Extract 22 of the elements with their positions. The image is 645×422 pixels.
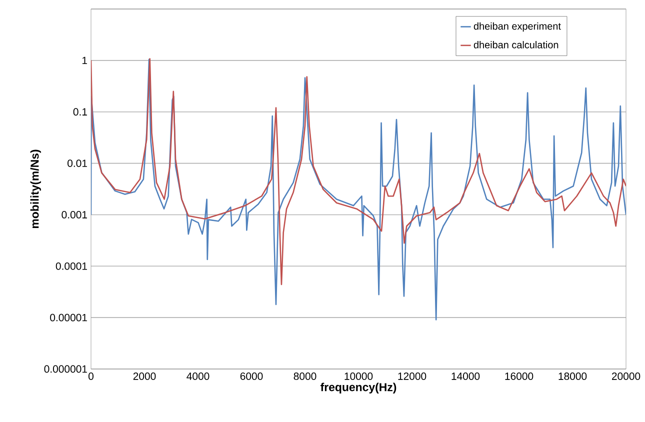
y-tick-label: 0.01 — [68, 160, 87, 167]
y-tick-label: 0.1 — [73, 108, 87, 116]
x-tick-label: 6000 — [240, 372, 263, 380]
x-tick-label: 18000 — [558, 372, 587, 380]
legend-label: dheiban experiment — [474, 22, 561, 32]
x-tick-label: 20000 — [612, 372, 640, 380]
x-tick-label: 10000 — [344, 372, 373, 380]
x-tick-label: 2000 — [133, 372, 156, 380]
legend-label: dheiban calculation — [474, 41, 558, 48]
x-tick-label: 12000 — [398, 372, 426, 380]
x-tick-label: 4000 — [186, 372, 210, 380]
y-axis-title: mobility(m/Ns) — [30, 150, 41, 228]
y-tick-label: 0.000001 — [44, 365, 87, 373]
y-tick-label: 1 — [82, 56, 87, 64]
x-tick-label: 0 — [88, 372, 94, 380]
y-tick-label: 0.001 — [62, 211, 87, 218]
x-tick-label: 16000 — [505, 372, 534, 380]
x-tick-label: 8000 — [294, 372, 316, 380]
y-tick-label: 0.0001 — [56, 262, 87, 270]
x-axis-title: frequency(Hz) — [320, 382, 396, 394]
y-tick-label: 0.00001 — [50, 314, 87, 322]
x-tick-label: 14000 — [452, 372, 480, 380]
